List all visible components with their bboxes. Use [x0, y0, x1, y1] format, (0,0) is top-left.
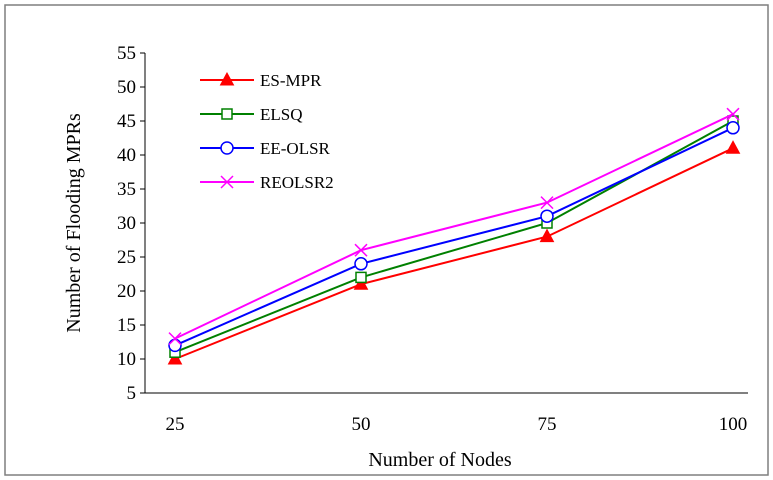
legend: ES-MPR ELSQ EE-OLSR REOLSR2 — [200, 71, 334, 192]
data-point-ee-olsr — [168, 338, 182, 353]
y-tick-label: 35 — [117, 179, 136, 200]
y-tick-label: 45 — [117, 111, 136, 132]
data-point-es-mpr — [167, 350, 183, 365]
y-tick-label: 15 — [117, 315, 136, 336]
data-point-reolsr2 — [354, 243, 368, 257]
y-tick-label: 25 — [117, 247, 136, 268]
data-point-reolsr2 — [540, 196, 554, 210]
data-point-reolsr2 — [726, 107, 740, 121]
x-tick-label: 25 — [166, 414, 185, 435]
y-tick-label: 10 — [117, 349, 136, 370]
data-point-ee-olsr — [354, 257, 368, 271]
series-ee-olsr — [168, 121, 740, 353]
y-tick-label: 20 — [117, 281, 136, 302]
legend-item-elsq: ELSQ — [200, 105, 303, 124]
data-point-es-mpr — [353, 276, 369, 290]
series-line-es-mpr — [174, 147, 734, 360]
y-tick-label: 40 — [117, 145, 136, 166]
x-axis-label: Number of Nodes — [368, 449, 512, 471]
legend-item-es-mpr: ES-MPR — [200, 71, 322, 90]
legend-label: EE-OLSR — [260, 139, 331, 158]
y-axis-ticks: 5 10 15 20 25 30 35 40 45 50 55 — [117, 43, 145, 404]
y-tick-label: 5 — [127, 383, 137, 404]
series-layer — [167, 107, 741, 365]
x-axis-ticks: 25 50 75 100 — [166, 414, 748, 435]
y-axis-label: Number of Flooding MPRs — [63, 113, 85, 333]
y-tick-label: 55 — [117, 43, 136, 64]
data-point-es-mpr — [539, 228, 555, 243]
data-point-elsq — [355, 271, 367, 284]
y-tick-label: 50 — [117, 77, 136, 98]
x-tick-label: 75 — [538, 414, 557, 435]
legend-label: ES-MPR — [260, 71, 322, 90]
series-reolsr2 — [168, 107, 740, 346]
legend-label: ELSQ — [260, 105, 303, 124]
series-line-ee-olsr — [174, 126, 734, 347]
series-line-reolsr2 — [174, 113, 734, 340]
x-tick-label: 50 — [352, 414, 371, 435]
legend-marker — [220, 141, 234, 155]
data-point-reolsr2 — [168, 332, 182, 346]
series-es-mpr — [167, 140, 741, 365]
legend-marker — [221, 108, 233, 120]
data-point-ee-olsr — [726, 121, 740, 135]
data-point-es-mpr — [725, 140, 741, 154]
chart-frame — [4, 4, 769, 476]
legend-item-reolsr2: REOLSR2 — [200, 173, 334, 192]
data-point-ee-olsr — [540, 209, 554, 223]
x-tick-label: 100 — [719, 414, 748, 435]
legend-marker — [220, 175, 234, 189]
legend-marker — [219, 71, 235, 86]
legend-item-ee-olsr: EE-OLSR — [200, 139, 331, 158]
y-tick-label: 30 — [117, 213, 136, 234]
legend-label: REOLSR2 — [260, 173, 334, 192]
